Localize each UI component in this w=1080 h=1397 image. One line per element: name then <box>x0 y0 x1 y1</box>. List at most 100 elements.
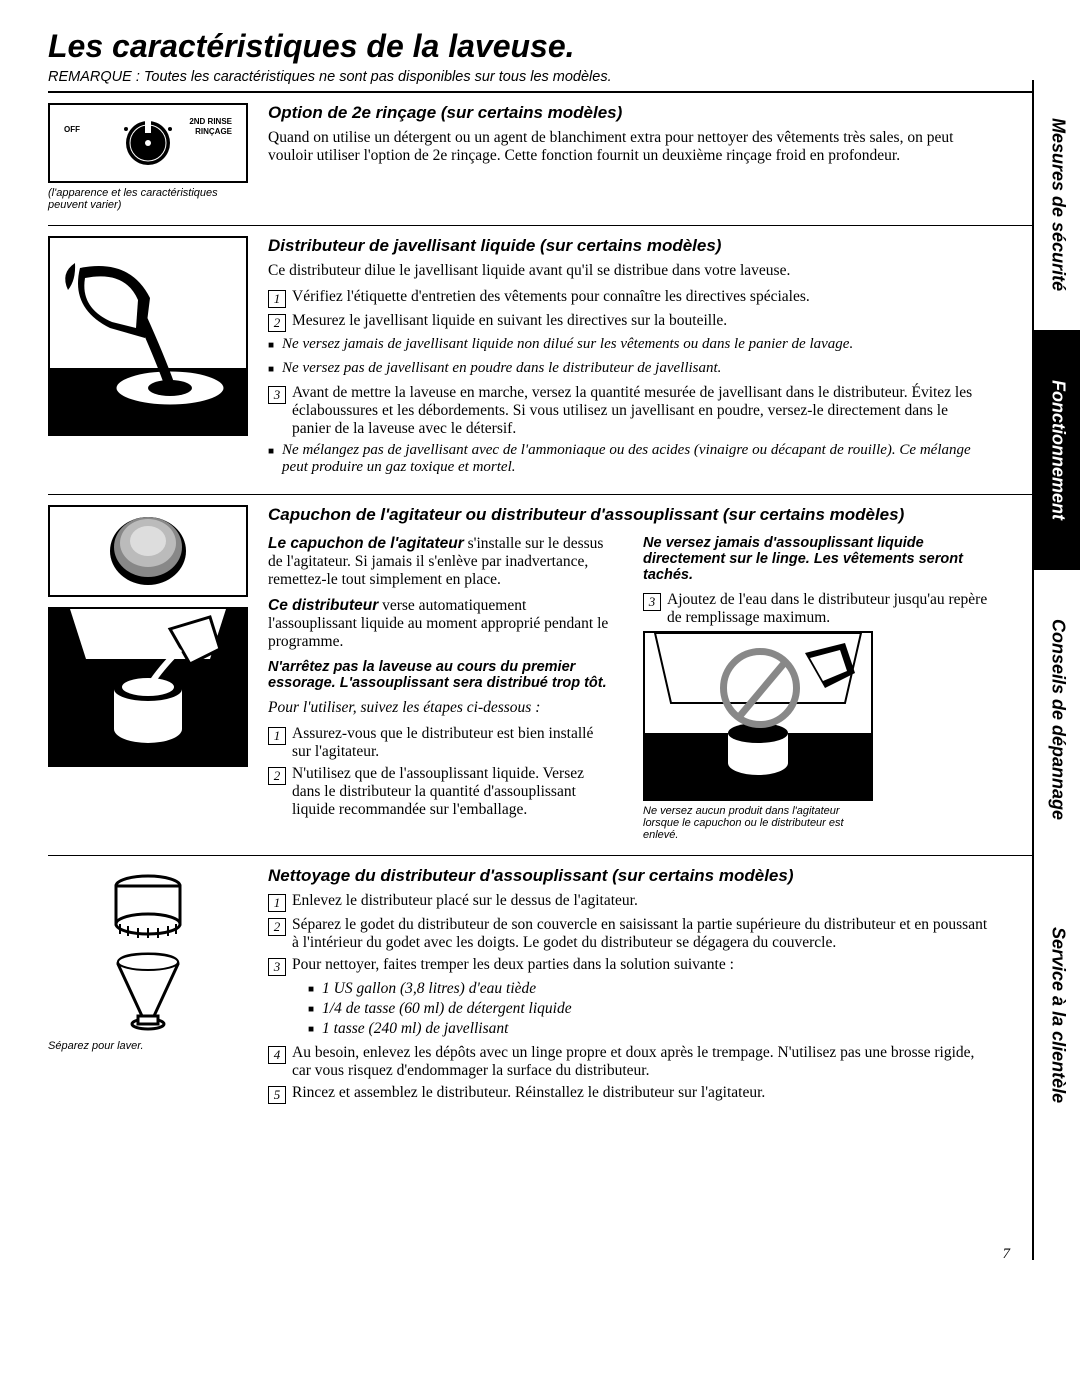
step-text: Assurez-vous que le distributeur est bie… <box>292 725 615 761</box>
bullet-item: 1 tasse (240 ml) de javellisant <box>308 1020 990 1040</box>
step-text: N'utilisez que de l'assouplissant liquid… <box>292 765 615 819</box>
prohibit-icon <box>720 648 800 728</box>
section-2nd-rinse: OFF 2ND RINSE RINÇAGE (l'apparence et le… <box>48 103 1040 211</box>
text-column: Option de 2e rinçage (sur certains modèl… <box>268 103 1040 211</box>
body-text: Ce distributeur verse automatiquement l'… <box>268 597 615 651</box>
softener-pour-illustration <box>48 607 248 767</box>
step-text: Vérifiez l'étiquette d'entretien des vêt… <box>292 288 810 308</box>
section-cleaning-dispenser: Séparez pour laver. Nettoyage du distrib… <box>48 866 1040 1108</box>
warning-bullet: Ne versez pas de javellisant en poudre d… <box>268 360 990 380</box>
bullet-text: 1 US gallon (3,8 litres) d'eau tiède <box>322 980 536 1000</box>
step-number-icon: 3 <box>268 958 286 976</box>
step-text: Séparez le godet du distributeur de son … <box>292 916 990 952</box>
text-column: Capuchon de l'agitateur ou distributeur … <box>268 505 1040 841</box>
step-1: 1 Enlevez le distributeur placé sur le de… <box>268 892 990 912</box>
step-text: Mesurez le javellisant liquide en suivan… <box>292 312 727 332</box>
image-column <box>48 505 248 841</box>
image-caption: (l'apparence et les caractéristiques peu… <box>48 187 248 211</box>
step-3: 3 Pour nettoyer, faites tremper les deux … <box>268 956 990 976</box>
bullet-item: 1/4 de tasse (60 ml) de détergent liquid… <box>308 1000 990 1020</box>
section-heading: Distributeur de javellisant liquide (sur… <box>268 236 990 256</box>
step-number-icon: 5 <box>268 1086 286 1104</box>
bold-lead: Ce distributeur <box>268 597 378 614</box>
step-number-icon: 3 <box>268 386 286 404</box>
tab-operation[interactable]: Fonctionnement <box>1034 330 1080 570</box>
separate-illustration <box>48 866 248 1036</box>
right-column: Ne versez jamais d'assouplissant liquide… <box>643 531 990 841</box>
page-title: Les caractéristiques de la laveuse. <box>48 28 1040 65</box>
page-number: 7 <box>1003 1246 1011 1263</box>
body-text: Ce distributeur dilue le javellisant liq… <box>268 262 990 280</box>
step-1: 1 Assurez-vous que le distributeur est bi… <box>268 725 615 761</box>
cap-illustration <box>48 505 248 597</box>
dial-icon <box>118 113 178 173</box>
step-number-icon: 2 <box>268 918 286 936</box>
warning-text: Ne mélangez pas de javellisant avec de l… <box>282 442 990 476</box>
step-number-icon: 2 <box>268 314 286 332</box>
image-column: Séparez pour laver. <box>48 866 248 1108</box>
step-text: Avant de mettre la laveuse en marche, ve… <box>292 384 990 438</box>
warning-text: Ne versez jamais de javellisant liquide … <box>282 336 853 356</box>
divider <box>48 855 1040 856</box>
left-column: Le capuchon de l'agitateur s'installe su… <box>268 531 615 841</box>
step-number-icon: 1 <box>268 727 286 745</box>
warning-bullet: Ne versez jamais de javellisant liquide … <box>268 336 990 356</box>
image-column: OFF 2ND RINSE RINÇAGE (l'apparence et le… <box>48 103 248 211</box>
lead-in: Pour l'utiliser, suivez les étapes ci-de… <box>268 699 615 717</box>
step-number-icon: 3 <box>643 593 661 611</box>
step-number-icon: 4 <box>268 1046 286 1064</box>
step-text: Pour nettoyer, faites tremper les deux p… <box>292 956 734 976</box>
section-heading: Nettoyage du distributeur d'assouplissan… <box>268 866 990 886</box>
step-text: Au besoin, enlevez les dépôts avec un li… <box>292 1044 990 1080</box>
step-2: 2 Séparez le godet du distributeur de son… <box>268 916 990 952</box>
divider <box>48 91 1040 93</box>
step-number-icon: 2 <box>268 767 286 785</box>
bleach-pour-illustration <box>48 236 248 436</box>
solution-list: 1 US gallon (3,8 litres) d'eau tiède 1/4… <box>308 980 990 1040</box>
bold-lead: Le capuchon de l'agitateur <box>268 535 464 552</box>
step-text: Rincez et assemblez le distributeur. Réi… <box>292 1084 765 1104</box>
step-2: 2 N'utilisez que de l'assouplissant liqui… <box>268 765 615 819</box>
step-number-icon: 1 <box>268 894 286 912</box>
prohibit-illustration <box>643 631 873 801</box>
step-5: 5 Rincez et assemblez le distributeur. Ré… <box>268 1084 990 1104</box>
warning-text: Ne versez pas de javellisant en poudre d… <box>282 360 721 380</box>
bullet-text: 1 tasse (240 ml) de javellisant <box>322 1020 508 1040</box>
section-bleach-dispenser: Distributeur de javellisant liquide (sur… <box>48 236 1040 480</box>
tab-customer-service[interactable]: Service à la clientèle <box>1034 870 1080 1160</box>
step-3: 3 Ajoutez de l'eau dans le distributeur j… <box>643 591 990 627</box>
section-heading: Capuchon de l'agitateur ou distributeur … <box>268 505 990 525</box>
divider <box>48 494 1040 495</box>
image-caption: Séparez pour laver. <box>48 1040 248 1052</box>
off-label: OFF <box>64 125 80 134</box>
step-2: 2 Mesurez le javellisant liquide en suiva… <box>268 312 990 332</box>
image-column <box>48 236 248 480</box>
page: Les caractéristiques de la laveuse. REMA… <box>0 0 1080 1397</box>
rinse-label-bot: RINÇAGE <box>195 127 232 136</box>
tab-safety[interactable]: Mesures de sécurité <box>1034 80 1080 330</box>
bullet-text: 1/4 de tasse (60 ml) de détergent liquid… <box>322 1000 572 1020</box>
section-softener-dispenser: Capuchon de l'agitateur ou distributeur … <box>48 505 1040 841</box>
dial-illustration: OFF 2ND RINSE RINÇAGE <box>48 103 248 183</box>
divider <box>48 225 1040 226</box>
step-text: Enlevez le distributeur placé sur le des… <box>292 892 638 912</box>
text-column: Distributeur de javellisant liquide (sur… <box>268 236 1040 480</box>
two-column-layout: Le capuchon de l'agitateur s'installe su… <box>268 531 990 841</box>
step-number-icon: 1 <box>268 290 286 308</box>
rinse-label-top: 2ND RINSE <box>189 117 232 126</box>
body-text: Le capuchon de l'agitateur s'installe su… <box>268 535 615 589</box>
step-1: 1 Vérifiez l'étiquette d'entretien des vê… <box>268 288 990 308</box>
text-column: Nettoyage du distributeur d'assouplissan… <box>268 866 1040 1108</box>
side-tabs: Mesures de sécurité Fonctionnement Conse… <box>1032 80 1080 1260</box>
section-heading: Option de 2e rinçage (sur certains modèl… <box>268 103 990 123</box>
remark-note: REMARQUE : Toutes les caractéristiques n… <box>48 69 1040 85</box>
bullet-item: 1 US gallon (3,8 litres) d'eau tiède <box>308 980 990 1000</box>
step-text: Ajoutez de l'eau dans le distributeur ju… <box>667 591 990 627</box>
step-4: 4 Au besoin, enlevez les dépôts avec un l… <box>268 1044 990 1080</box>
tab-troubleshooting[interactable]: Conseils de dépannage <box>1034 570 1080 870</box>
warning-text: N'arrêtez pas la laveuse au cours du pre… <box>268 659 615 691</box>
warning-text: Ne versez jamais d'assouplissant liquide… <box>643 535 990 583</box>
body-text: Quand on utilise un détergent ou un agen… <box>268 129 990 165</box>
step-3: 3 Avant de mettre la laveuse en marche, v… <box>268 384 990 438</box>
image-caption: Ne versez aucun produit dans l'agitateur… <box>643 805 873 841</box>
